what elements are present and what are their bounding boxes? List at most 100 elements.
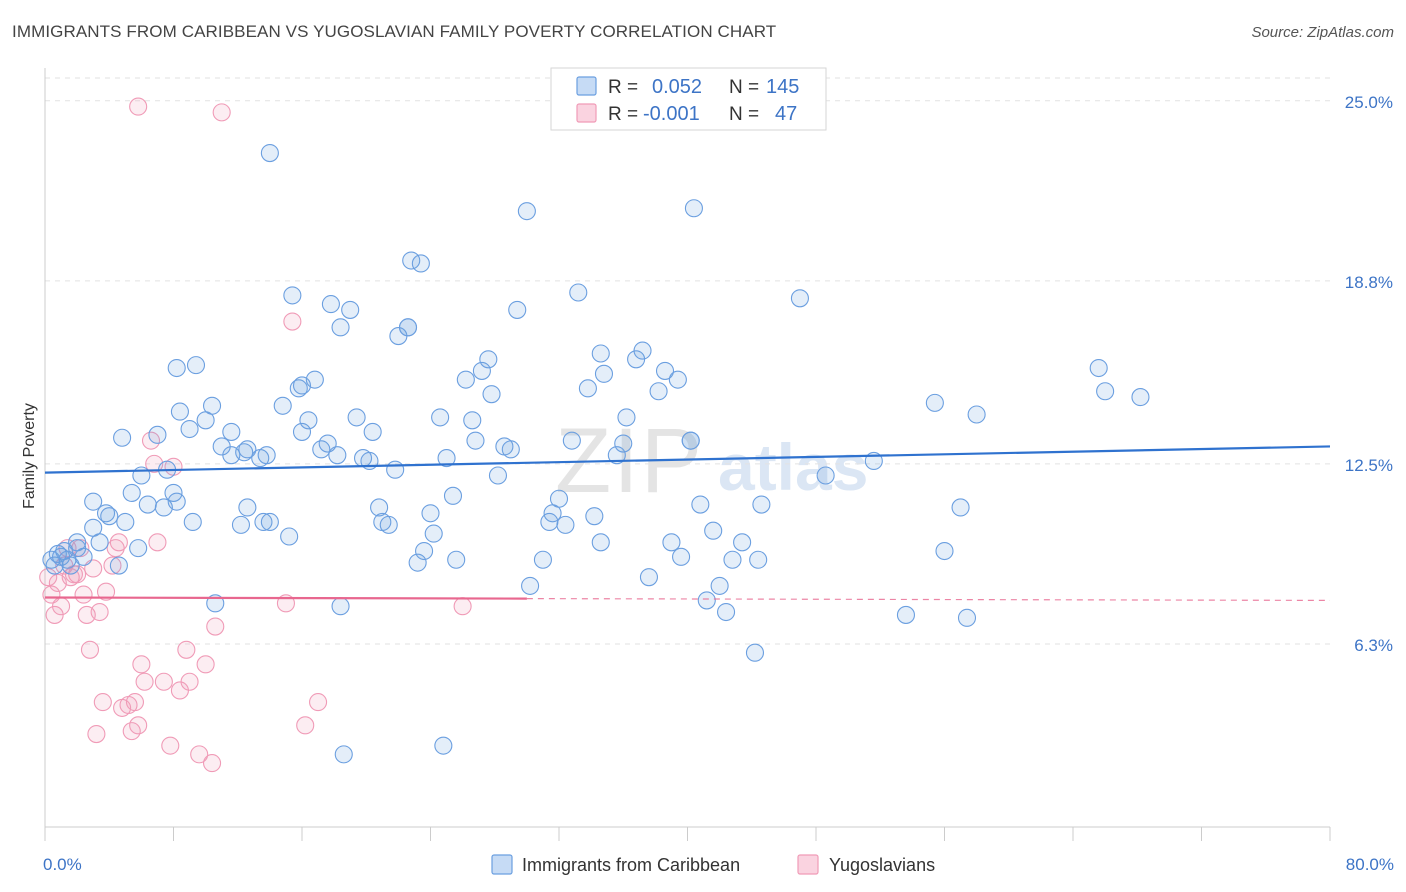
caribbean-point <box>434 736 453 755</box>
yugoslavians-point <box>87 724 106 744</box>
caribbean-point <box>925 393 944 412</box>
caribbean-point <box>116 512 135 532</box>
caribbean-point <box>292 422 312 441</box>
caribbean-point <box>379 515 398 534</box>
caribbean-point <box>816 466 835 485</box>
caribbean-point <box>723 550 742 569</box>
caribbean-point <box>68 533 87 552</box>
caribbean-point <box>231 515 251 534</box>
yugoslavians-point <box>93 693 112 712</box>
caribbean-point <box>328 446 347 465</box>
caribbean-point <box>289 379 308 398</box>
yugoslavians-point <box>180 672 199 691</box>
caribbean-point <box>508 300 527 319</box>
caribbean-point <box>260 512 279 532</box>
legend-n-label-2: N = <box>729 104 759 125</box>
caribbean-point <box>585 507 604 526</box>
x-tick-label-1: 80.0% <box>1346 855 1394 874</box>
axes <box>44 68 1331 841</box>
caribbean-point <box>90 533 109 552</box>
stats-legend: R = 0.052 N = 145 R = -0.001 N = 47 <box>550 67 827 131</box>
caribbean-point <box>421 504 440 523</box>
caribbean-point <box>109 556 128 575</box>
caribbean-point <box>415 541 434 561</box>
caribbean-point <box>668 370 687 389</box>
yugoslavians-point <box>154 672 173 691</box>
caribbean-point <box>935 541 954 561</box>
yugoslavians-point <box>103 556 122 575</box>
caribbean-point <box>607 446 626 465</box>
caribbean-point <box>437 449 456 468</box>
yugoslavians-point <box>109 533 128 552</box>
caribbean-point <box>951 498 970 517</box>
chart-title: IMMIGRANTS FROM CARIBBEAN VS YUGOSLAVIAN… <box>12 22 777 41</box>
caribbean-point <box>386 460 405 479</box>
yugoslavians-point <box>212 103 231 122</box>
caribbean-point <box>533 550 552 569</box>
caribbean-point <box>424 524 443 543</box>
legend-r-value-1: 0.052 <box>652 76 702 98</box>
caribbean-point <box>1131 388 1150 407</box>
caribbean-trend-line <box>44 445 1331 474</box>
caribbean-point <box>540 512 559 532</box>
caribbean-points <box>42 144 1150 764</box>
caribbean-point <box>749 550 768 569</box>
caribbean-point <box>138 495 157 514</box>
caribbean-point <box>334 745 353 764</box>
caribbean-point <box>549 489 569 508</box>
caribbean-point <box>96 504 116 523</box>
bottom-legend-swatch-caribbean <box>491 854 513 875</box>
caribbean-point <box>260 144 279 163</box>
caribbean-point <box>681 431 700 450</box>
caribbean-point <box>341 300 360 319</box>
caribbean-point <box>957 608 977 627</box>
y-tick-labels: 6.3% 12.5% 18.8% 25.0% <box>1345 93 1393 655</box>
caribbean-point <box>556 515 575 534</box>
y-axis-label: Family Poverty <box>21 403 38 509</box>
caribbean-point <box>283 286 302 305</box>
caribbean-point <box>684 199 703 218</box>
caribbean-point <box>257 446 276 465</box>
yugoslavians-point <box>42 585 61 604</box>
caribbean-point <box>443 486 463 505</box>
yugoslavians-point <box>148 533 167 552</box>
caribbean-point <box>716 602 736 622</box>
caribbean-point <box>752 495 771 514</box>
caribbean-point <box>472 361 491 380</box>
caribbean-point <box>84 492 103 511</box>
x-tick-label-0: 0.0% <box>43 855 82 874</box>
caribbean-point <box>299 411 318 430</box>
yugoslavians-point <box>125 693 144 712</box>
caribbean-point <box>745 643 765 662</box>
watermark-atlas: atlas <box>718 430 868 504</box>
yugoslavians-point <box>206 617 225 636</box>
stats-legend-box <box>550 67 827 131</box>
caribbean-point <box>594 364 614 383</box>
caribbean-point <box>222 422 241 441</box>
legend-n-value-1: 145 <box>766 76 799 98</box>
caribbean-point <box>517 202 536 221</box>
caribbean-point <box>398 318 418 337</box>
caribbean-point <box>633 341 652 360</box>
y-tick-label-3: 25.0% <box>1345 93 1393 112</box>
caribbean-point <box>463 411 482 430</box>
bottom-legend-label-caribbean: Immigrants from Caribbean <box>522 855 740 875</box>
caribbean-point <box>967 405 986 424</box>
yugoslavians-point <box>52 597 71 616</box>
yugoslavians-point <box>196 655 215 674</box>
caribbean-point <box>203 396 222 415</box>
legend-swatch-caribbean <box>576 76 597 96</box>
caribbean-point <box>318 434 337 453</box>
caribbean-point <box>148 425 167 444</box>
caribbean-point <box>1089 358 1108 378</box>
caribbean-point <box>408 553 427 572</box>
yugoslavians-trend-line-solid <box>44 596 527 600</box>
yugoslavians-point <box>96 582 116 601</box>
caribbean-point <box>122 483 141 502</box>
x-tick-labels: 0.0% 80.0% <box>43 855 1394 874</box>
caribbean-point <box>186 356 206 375</box>
y-tick-label-0: 6.3% <box>1354 636 1393 655</box>
caribbean-point <box>235 443 254 462</box>
caribbean-point <box>431 408 450 427</box>
